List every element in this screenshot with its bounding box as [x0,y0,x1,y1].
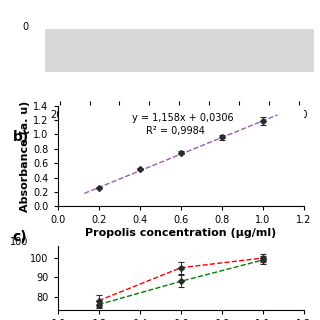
Text: y = 1,158x + 0,0306: y = 1,158x + 0,0306 [132,113,233,123]
Text: c): c) [13,230,28,244]
X-axis label: Wavelength (nm): Wavelength (nm) [125,121,233,131]
Text: R² = 0,9984: R² = 0,9984 [146,126,205,136]
X-axis label: Propolis concentration (μg/ml): Propolis concentration (μg/ml) [85,228,276,238]
Text: 100: 100 [11,236,29,247]
Text: b): b) [13,130,29,144]
Y-axis label: Absorbance (a. u): Absorbance (a. u) [20,100,30,212]
Text: 0: 0 [23,22,29,32]
